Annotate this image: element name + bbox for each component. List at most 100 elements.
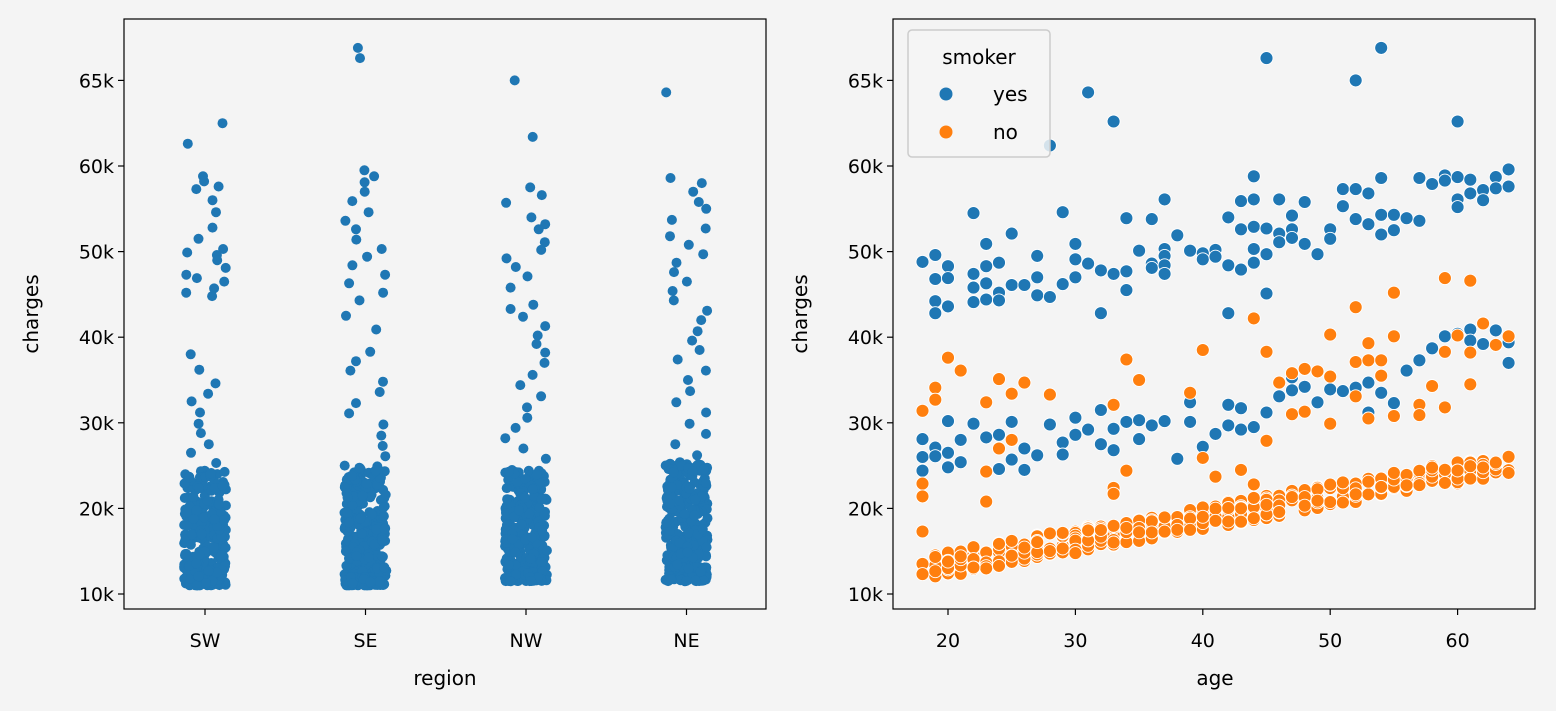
strip-point	[692, 450, 703, 461]
scatter-point-no	[1234, 501, 1248, 516]
scatter-point-no	[1412, 478, 1427, 493]
strip-point	[510, 547, 521, 558]
strip-point	[528, 299, 539, 310]
scatter-point-yes	[1221, 210, 1236, 225]
scatter-point-yes	[1004, 414, 1019, 429]
scatter-point-yes	[1234, 262, 1248, 277]
scatter-point-yes	[1323, 382, 1338, 397]
scatter-point-yes	[1119, 414, 1134, 429]
right-y-axis: 10k 20k 30k 40k 50k 60k 65k	[848, 70, 893, 606]
strip-point	[351, 234, 362, 245]
strip-point	[352, 42, 363, 53]
scatter-point-no	[1323, 477, 1338, 492]
strip-point	[531, 339, 542, 349]
y-tick-label: 60k	[79, 156, 114, 178]
scatter-point-no	[1055, 525, 1070, 540]
scatter-point-yes	[915, 254, 930, 269]
strip-point	[191, 558, 202, 569]
strip-point	[347, 196, 358, 207]
strip-point	[356, 528, 367, 539]
strip-point	[502, 494, 513, 505]
x-tick-label: NE	[673, 630, 699, 652]
strip-point	[347, 578, 358, 589]
scatter-point-no	[1195, 509, 1210, 524]
right-x-axis: 20 30 40 50 60	[936, 609, 1470, 652]
scatter-point-no	[1412, 463, 1427, 478]
strip-point	[193, 418, 204, 429]
strip-point	[210, 378, 221, 389]
strip-point	[665, 173, 676, 183]
scatter-point-yes	[928, 294, 943, 309]
strip-point	[512, 476, 523, 487]
scatter-point-yes	[1246, 219, 1261, 234]
strip-point	[501, 508, 512, 519]
strip-point	[196, 528, 207, 539]
scatter-point-yes	[1119, 283, 1134, 298]
legend-marker-no	[939, 125, 953, 139]
scatter-point-no	[1386, 329, 1401, 344]
strip-point	[202, 496, 213, 506]
strip-point	[671, 397, 682, 408]
y-tick-label: 40k	[79, 327, 114, 349]
scatter-point-yes	[1068, 410, 1083, 425]
scatter-point-no	[1234, 462, 1248, 477]
strip-point	[701, 407, 712, 418]
scatter-point-no	[1157, 524, 1172, 539]
scatter-point-yes	[1285, 208, 1299, 223]
scatter-point-yes	[966, 295, 981, 310]
strip-point	[696, 178, 707, 189]
strip-point	[692, 326, 703, 337]
scatter-point-yes	[1144, 418, 1159, 433]
strip-point	[205, 468, 216, 479]
scatter-point-yes	[1093, 306, 1108, 321]
scatter-point-yes	[1272, 235, 1287, 250]
scatter-point-yes	[1246, 242, 1261, 256]
scatter-point-yes	[1068, 252, 1083, 267]
strip-point	[184, 472, 195, 483]
strip-point	[379, 523, 390, 534]
scatter-point-yes	[1437, 173, 1452, 188]
x-tick-label: NW	[510, 630, 543, 652]
scatter-point-yes	[979, 259, 994, 274]
scatter-point-yes	[1055, 205, 1070, 220]
strip-point	[701, 203, 712, 214]
scatter-point-no	[1004, 386, 1019, 401]
strip-point	[209, 542, 219, 553]
strip-point	[526, 212, 537, 223]
strip-point	[341, 310, 351, 321]
x-tick-label: 20	[936, 630, 960, 652]
strip-point	[367, 509, 377, 520]
scatter-point-yes	[1055, 435, 1070, 450]
strip-point	[683, 375, 693, 385]
scatter-point-no	[915, 567, 930, 582]
strip-point	[347, 470, 357, 481]
strip-point	[220, 262, 231, 273]
legend-label-yes: yes	[993, 82, 1028, 106]
strip-point	[218, 244, 229, 254]
scatter-point-yes	[992, 293, 1006, 308]
scatter-point-no	[1437, 400, 1452, 415]
scatter-point-no	[1450, 328, 1465, 343]
scatter-point-yes	[1234, 401, 1248, 416]
scatter-point-yes	[1488, 181, 1503, 196]
x-tick-label: 30	[1063, 630, 1087, 652]
strip-point	[219, 276, 230, 287]
strip-point	[203, 439, 214, 450]
y-tick-label: 40k	[848, 327, 883, 349]
scatter-point-yes	[1132, 243, 1147, 258]
strip-point	[344, 517, 355, 528]
strip-point	[664, 525, 675, 536]
strip-point	[683, 239, 694, 250]
scatter-point-no	[1093, 523, 1108, 537]
strip-point	[369, 539, 380, 550]
scatter-point-yes	[1297, 236, 1312, 251]
strip-point	[684, 483, 695, 494]
strip-point	[363, 207, 374, 218]
strip-point	[179, 493, 190, 503]
scatter-point-yes	[1272, 192, 1287, 207]
scatter-point-yes	[1361, 375, 1376, 390]
scatter-point-no	[1030, 535, 1045, 550]
right-scatter-plot: 10k 20k 30k 40k 50k 60k 65k 20 30 40 50 60 age cha…	[788, 18, 1536, 690]
scatter-point-yes	[1437, 329, 1452, 344]
scatter-point-no	[1501, 465, 1516, 480]
